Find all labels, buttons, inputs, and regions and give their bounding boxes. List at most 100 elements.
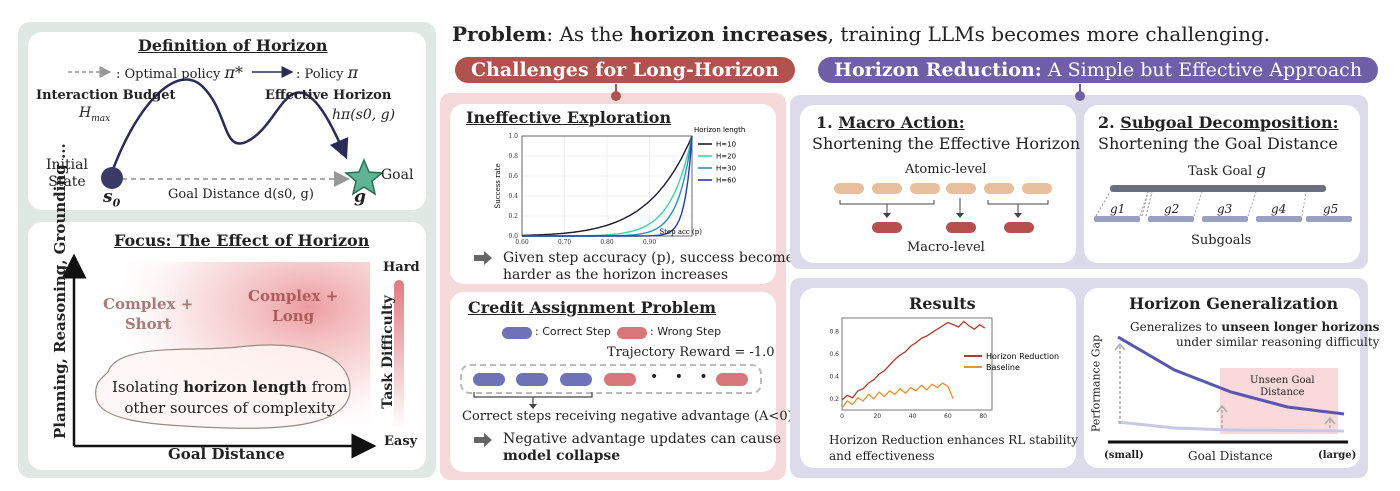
y-tick-label: 0.8	[829, 328, 839, 335]
difficulty-bar	[394, 280, 404, 430]
trajectory-step-5	[716, 373, 748, 386]
x-tick-label: 0.60	[515, 239, 529, 246]
wrong-step-swatch	[617, 327, 647, 339]
initial-state-dot	[101, 167, 123, 189]
exploration-card	[450, 104, 776, 284]
x-tick-label: 0.80	[600, 239, 614, 246]
policy-trajectory	[110, 78, 349, 173]
legend-label: Baseline	[986, 363, 1020, 372]
problem-label: Problem	[452, 22, 547, 46]
macro-title: 1. Macro Action:	[816, 113, 965, 132]
gap-curve-0	[1117, 335, 1345, 416]
subgoal-label-1: g1	[1110, 202, 1126, 216]
horizon-reduction-banner: Horizon Reduction: A Simple but Effectiv…	[818, 57, 1379, 83]
problem-post: , training LLMs becomes more challenging…	[827, 22, 1271, 46]
subgoals-label: Subgoals	[1191, 233, 1252, 248]
focus-diagram	[61, 253, 404, 459]
subgoal-card	[1084, 105, 1360, 263]
collapse-text: Negative advantage updates can cause mode…	[503, 431, 782, 464]
hard-label: Hard	[383, 260, 420, 275]
large-label: (large)	[1318, 450, 1357, 461]
unseen-goal-label: Unseen Goal Distance	[1250, 375, 1315, 398]
legend-optimal-label: : Optimal policy π*	[116, 63, 243, 82]
exploration-chart: 0.0 0.2 0.4 0.6 0.8 1.0 0.60 0.70 0.80 0.90 Succes…	[494, 126, 745, 246]
legend-policy-label: : Policy π	[296, 63, 359, 82]
challenges-banner: Challenges for Long-Horizon	[455, 57, 795, 83]
wrong-step-label: : Wrong Step	[650, 325, 722, 338]
goal-g-label: g	[354, 187, 366, 207]
x-tick-label: 0.90	[643, 239, 657, 246]
trajectory-step-3	[560, 373, 592, 386]
goal-distance-label: Goal Distance d(s0, g)	[168, 187, 314, 202]
legend-label: H=60	[716, 177, 736, 185]
x-tick-label: 0.70	[558, 239, 572, 246]
problem-pre: : As the	[546, 22, 630, 46]
series-line-H=10	[521, 135, 693, 237]
y-tick-label: 0.0	[508, 233, 518, 240]
x-tick-label: 0	[840, 413, 844, 420]
unseen-region	[1220, 368, 1338, 434]
macro-diagram	[834, 183, 1052, 233]
gap-curve-1	[1117, 420, 1344, 433]
focus-x-axis-label: Goal Distance	[168, 445, 285, 463]
y-tick-label: 0.2	[508, 213, 518, 220]
goal-star-icon	[344, 158, 384, 196]
gap-arrowhead-1	[1216, 404, 1228, 413]
trajectory-ellipsis: • • •	[650, 369, 714, 385]
y-tick-label: 0.4	[508, 193, 518, 200]
banner-connector-red	[611, 84, 621, 101]
legend-label: H=10	[716, 141, 736, 149]
definition-diagram	[68, 66, 384, 196]
exploration-title: Ineffective Exploration	[466, 108, 672, 127]
x-axis-label: Step acc (p)	[659, 228, 702, 236]
y-tick-label: 0.8	[508, 153, 518, 160]
results-caption: Horizon Reduction enhances RL stability a…	[829, 433, 1079, 463]
gap-arrowhead-0	[1114, 342, 1126, 351]
y-tick-label: 0.6	[829, 351, 839, 358]
subgoal-diagram	[1094, 185, 1352, 222]
series-line-horizon-reduction	[841, 320, 986, 401]
definition-title: Definition of Horizon	[138, 36, 328, 55]
interaction-budget-label: Interaction Budget	[36, 88, 176, 103]
subgoal-label-4: g4	[1271, 202, 1287, 216]
gap-arrowhead-2	[1324, 416, 1336, 425]
effective-horizon-label: Effective Horizon	[265, 88, 392, 103]
x-tick-label: 40	[909, 413, 917, 420]
subgoal-subtitle: Shortening the Goal Distance	[1098, 134, 1338, 153]
problem-statement: Problem: As the horizon increases, train…	[452, 22, 1270, 46]
subgoal-label-5: g5	[1323, 202, 1339, 216]
correct-step-swatch	[502, 327, 532, 339]
focus-title: Focus: The Effect of Horizon	[114, 231, 370, 250]
atomic-level-label: Atomic-level	[905, 162, 987, 177]
legend-title: Horizon length	[694, 126, 745, 134]
legend-label: Horizon Reduction	[986, 352, 1059, 361]
effective-horizon-symbol: hπ(s0, g)	[332, 107, 396, 123]
s0-label: s0	[103, 187, 121, 210]
subgoal-label-3: g3	[1217, 202, 1233, 216]
trajectory-step-1	[473, 373, 505, 386]
x-tick-label: 60	[944, 413, 952, 420]
macro-subtitle: Shortening the Effective Horizon	[812, 134, 1081, 153]
x-tick-label: 20	[873, 413, 881, 420]
easy-label: Easy	[384, 434, 418, 449]
task-goal-label: Task Goal g	[1188, 161, 1266, 179]
banner-connector-purple	[1075, 84, 1085, 101]
y-tick-label: 0.4	[829, 373, 839, 380]
results-title: Results	[909, 294, 976, 313]
complex-short-label: Complex + Short	[103, 295, 194, 333]
generalization-chart	[1108, 335, 1348, 444]
initial-state-label: Initial State	[46, 157, 88, 190]
negative-advantage-text: Correct steps receiving negative advanta…	[462, 409, 793, 424]
caption-arrow-icon-2	[474, 433, 492, 447]
trajectory-step-4	[604, 373, 636, 386]
goal-label: Goal	[381, 167, 414, 183]
series-line-baseline	[841, 382, 954, 409]
macro-level-label: Macro-level	[907, 240, 985, 255]
correct-step-label: : Correct Step	[535, 325, 611, 338]
hmax-label: Hmax	[79, 105, 111, 124]
y-axis-label: Success rate	[494, 163, 502, 208]
bracket-arrow	[473, 392, 593, 409]
trajectory-reward: Trajectory Reward = -1.0	[607, 345, 775, 360]
generalization-desc: Generalizes to unseen longer horizons un…	[1130, 320, 1380, 349]
focus-y-axis-label: Planning, Reasoning, Grounding ...	[51, 143, 69, 439]
